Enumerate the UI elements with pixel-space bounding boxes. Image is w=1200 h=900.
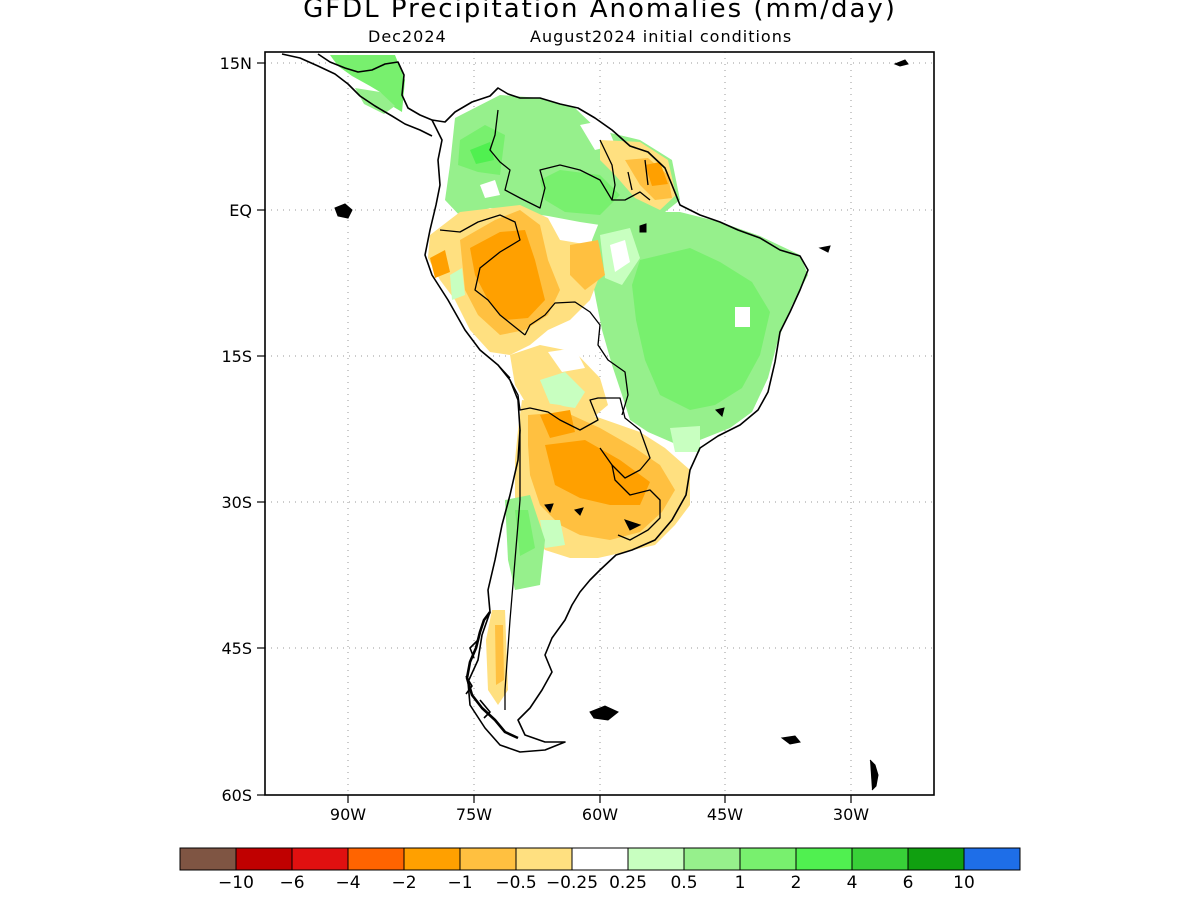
colorbar-swatch <box>291 847 349 871</box>
colorbar-label: 0.25 <box>609 873 647 893</box>
lat-label-15s: 15S <box>221 347 252 366</box>
lat-label-45s: 45S <box>221 639 252 658</box>
colorbar-label: −0.5 <box>495 873 536 893</box>
forecast-month: Dec2024 <box>368 27 447 46</box>
colorbar-swatch <box>851 847 909 871</box>
colorbar-swatch <box>739 847 797 871</box>
lat-label-15n: 15N <box>220 54 252 73</box>
colorbar-label: 6 <box>903 873 914 893</box>
colorbar-label: 2 <box>791 873 802 893</box>
colorbar-swatch <box>963 847 1021 871</box>
colorbar-swatch <box>795 847 853 871</box>
colorbar-label: −1 <box>447 873 472 893</box>
colorbar-swatch <box>347 847 405 871</box>
lon-label-30w: 30W <box>833 805 869 824</box>
colorbar-swatch <box>235 847 293 871</box>
lon-label-90w: 90W <box>330 805 366 824</box>
colorbar-swatch <box>403 847 461 871</box>
colorbar <box>179 847 1021 871</box>
colorbar-swatch <box>179 847 237 871</box>
colorbar-label: 1 <box>735 873 746 893</box>
lon-label-75w: 75W <box>456 805 492 824</box>
lat-label-60s: 60S <box>221 786 252 805</box>
lat-label-eq: EQ <box>229 201 252 220</box>
colorbar-label: 10 <box>953 873 975 893</box>
colorbar-label: −2 <box>391 873 416 893</box>
map-title: GFDL Precipitation Anomalies (mm/day) <box>303 0 897 24</box>
coastlines <box>281 53 809 753</box>
colorbar-label: 0.5 <box>670 873 697 893</box>
country-borders <box>439 109 661 710</box>
colorbar-labels: −10 −6 −4 −2 −1 −0.5 −0.25 0.25 0.5 1 2 4 6 10 <box>218 873 975 893</box>
colorbar-swatch <box>571 847 629 871</box>
lon-label-45w: 45W <box>707 805 743 824</box>
colorbar-label: −0.25 <box>546 873 598 893</box>
colorbar-label: 4 <box>847 873 858 893</box>
colorbar-label: −4 <box>335 873 360 893</box>
colorbar-label: −10 <box>218 873 254 893</box>
axis-ticks <box>257 62 852 803</box>
colorbar-swatch <box>683 847 741 871</box>
lon-label-60w: 60W <box>582 805 618 824</box>
lat-label-30s: 30S <box>221 493 252 512</box>
islands <box>334 59 909 791</box>
colorbar-swatch <box>459 847 517 871</box>
colorbar-swatch <box>627 847 685 871</box>
initial-conditions-label: August2024 initial conditions <box>530 27 793 46</box>
precipitation-anomaly-shading <box>330 55 808 705</box>
colorbar-label: −6 <box>279 873 304 893</box>
colorbar-swatch <box>907 847 965 871</box>
colorbar-swatch <box>515 847 573 871</box>
